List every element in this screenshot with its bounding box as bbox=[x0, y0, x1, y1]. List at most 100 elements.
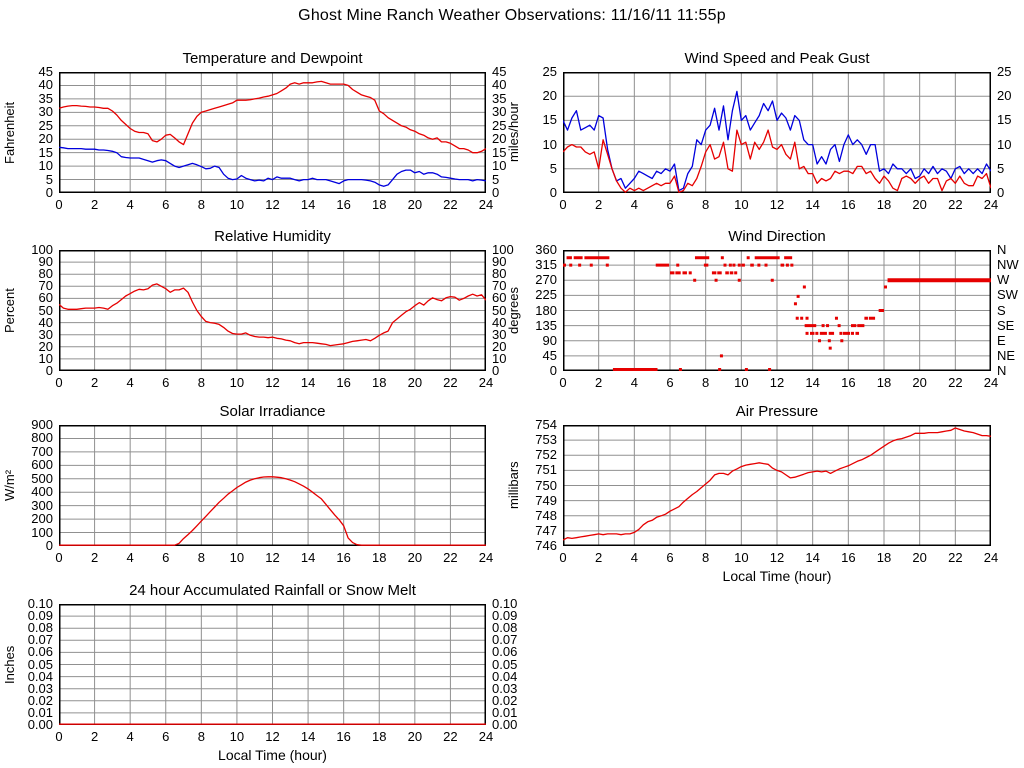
chart-title-temperature: Temperature and Dewpoint bbox=[182, 50, 363, 67]
x-tick-label-temperature: 2 bbox=[90, 197, 99, 212]
compass-label-nw: NW bbox=[997, 257, 1019, 273]
x-tick-label-wind-speed: 12 bbox=[769, 197, 785, 212]
y-tick-label-right-wind-speed: 25 bbox=[997, 64, 1012, 79]
x-tick-label-wind-direction: 10 bbox=[734, 375, 749, 390]
y-tick-label-solar: 800 bbox=[31, 430, 53, 446]
x-tick-label-rainfall: 4 bbox=[126, 729, 134, 744]
y-tick-label-pressure: 753 bbox=[535, 432, 557, 448]
y-tick-label-solar: 200 bbox=[31, 511, 53, 527]
x-tick-label-pressure: 18 bbox=[876, 550, 892, 565]
x-tick-label-pressure: 6 bbox=[666, 550, 674, 565]
y-tick-label-solar: 400 bbox=[31, 484, 53, 500]
plot-area-pressure bbox=[563, 425, 991, 546]
x-tick-label-rainfall: 10 bbox=[229, 729, 245, 744]
y-tick-label-solar: 100 bbox=[31, 524, 53, 540]
x-tick-label-pressure: 10 bbox=[734, 550, 749, 565]
y-tick-label-temperature: 20 bbox=[38, 131, 53, 147]
x-tick-label-temperature: 8 bbox=[197, 197, 205, 212]
y-tick-label-wind-speed: 0 bbox=[549, 185, 557, 200]
x-tick-label-wind-direction: 8 bbox=[702, 375, 710, 390]
y-tick-label-right-wind-speed: 15 bbox=[997, 112, 1012, 128]
y-tick-label-wind-direction: 225 bbox=[535, 287, 557, 303]
x-tick-label-humidity: 10 bbox=[229, 375, 245, 390]
y-tick-label-wind-direction: 180 bbox=[535, 302, 557, 318]
y-tick-label-pressure: 751 bbox=[535, 462, 557, 478]
x-tick-label-pressure: 14 bbox=[805, 550, 820, 565]
x-tick-label-wind-direction: 2 bbox=[595, 375, 603, 390]
y-tick-label-solar: 300 bbox=[31, 497, 53, 513]
x-tick-label-wind-speed: 18 bbox=[876, 197, 892, 212]
y-tick-label-rainfall: 0.03 bbox=[27, 680, 53, 696]
y-tick-label-humidity: 30 bbox=[38, 326, 53, 342]
y-tick-label-humidity: 50 bbox=[38, 302, 53, 318]
y-tick-label-solar: 500 bbox=[31, 470, 53, 486]
y-tick-label-right-rainfall: 0.00 bbox=[492, 717, 518, 732]
y-tick-label-right-humidity: 30 bbox=[492, 326, 507, 342]
y-tick-label-right-rainfall: 0.01 bbox=[492, 704, 518, 720]
y-tick-label-wind-direction: 90 bbox=[542, 332, 557, 348]
x-tick-label-pressure: 12 bbox=[769, 550, 785, 565]
x-tick-label-temperature: 16 bbox=[336, 197, 351, 212]
y-tick-label-humidity: 100 bbox=[31, 242, 53, 257]
y-tick-label-rainfall: 0.02 bbox=[27, 692, 53, 708]
y-tick-label-rainfall: 0.08 bbox=[27, 620, 53, 636]
y-tick-label-pressure: 750 bbox=[535, 477, 557, 493]
x-tick-label-pressure: 0 bbox=[559, 550, 567, 565]
y-tick-label-rainfall: 0.09 bbox=[27, 608, 53, 624]
x-tick-label-humidity: 0 bbox=[55, 375, 63, 390]
x-tick-label-wind-direction: 22 bbox=[948, 375, 963, 390]
y-tick-label-right-rainfall: 0.08 bbox=[492, 620, 518, 636]
chart-title-pressure: Air Pressure bbox=[735, 403, 819, 420]
x-tick-label-wind-speed: 24 bbox=[983, 197, 999, 212]
y-tick-label-rainfall: 0.05 bbox=[27, 656, 53, 672]
x-tick-label-temperature: 22 bbox=[443, 197, 458, 212]
x-tick-label-wind-speed: 14 bbox=[805, 197, 820, 212]
y-tick-label-right-humidity: 10 bbox=[492, 350, 507, 366]
x-tick-label-wind-speed: 22 bbox=[948, 197, 963, 212]
y-tick-label-right-rainfall: 0.07 bbox=[492, 632, 518, 648]
y-tick-label-right-rainfall: 0.03 bbox=[492, 680, 518, 696]
x-tick-label-wind-speed: 16 bbox=[841, 197, 856, 212]
y-tick-label-wind-speed: 5 bbox=[549, 160, 557, 176]
y-tick-label-humidity: 60 bbox=[38, 290, 53, 306]
y-tick-label-right-wind-speed: 5 bbox=[997, 160, 1005, 176]
x-tick-label-humidity: 22 bbox=[443, 375, 458, 390]
compass-label-w: W bbox=[997, 272, 1010, 288]
x-tick-label-solar: 22 bbox=[443, 550, 458, 565]
x-tick-label-wind-speed: 6 bbox=[666, 197, 674, 212]
y-tick-label-right-humidity: 20 bbox=[492, 338, 507, 354]
plot-area-wind-speed bbox=[563, 72, 991, 193]
y-tick-label-humidity: 20 bbox=[38, 338, 53, 354]
x-axis-label-pressure: Local Time (hour) bbox=[722, 568, 832, 584]
x-tick-label-temperature: 10 bbox=[229, 197, 245, 212]
y-tick-label-rainfall: 0.10 bbox=[27, 596, 53, 611]
x-tick-label-solar: 24 bbox=[478, 550, 494, 565]
y-tick-label-rainfall: 0.06 bbox=[27, 644, 53, 660]
x-tick-label-pressure: 4 bbox=[630, 550, 638, 565]
y-tick-label-temperature: 5 bbox=[45, 171, 53, 187]
y-tick-label-temperature: 25 bbox=[38, 117, 53, 133]
x-tick-label-wind-speed: 10 bbox=[734, 197, 749, 212]
chart-title-wind-speed: Wind Speed and Peak Gust bbox=[684, 50, 870, 67]
y-tick-label-wind-speed: 10 bbox=[542, 136, 557, 152]
x-tick-label-solar: 12 bbox=[265, 550, 280, 565]
x-tick-label-humidity: 14 bbox=[300, 375, 316, 390]
plot-area-solar bbox=[59, 425, 486, 546]
y-tick-label-right-temperature: 45 bbox=[492, 64, 507, 79]
y-tick-label-right-rainfall: 0.05 bbox=[492, 656, 518, 672]
y-tick-label-solar: 600 bbox=[31, 457, 53, 473]
x-axis-label-rainfall: Local Time (hour) bbox=[218, 747, 327, 763]
y-tick-label-right-rainfall: 0.04 bbox=[492, 668, 518, 684]
x-tick-label-rainfall: 20 bbox=[407, 729, 423, 744]
compass-label-ne: NE bbox=[997, 347, 1016, 363]
x-tick-label-wind-speed: 0 bbox=[559, 197, 567, 212]
y-tick-label-temperature: 35 bbox=[38, 90, 53, 106]
y-tick-label-solar: 700 bbox=[31, 443, 53, 459]
x-tick-label-temperature: 4 bbox=[126, 197, 134, 212]
y-tick-label-temperature: 45 bbox=[38, 64, 53, 79]
x-tick-label-humidity: 4 bbox=[126, 375, 134, 390]
chart-title-wind-direction: Wind Direction bbox=[728, 228, 826, 245]
x-tick-label-solar: 14 bbox=[300, 550, 316, 565]
y-tick-label-pressure: 754 bbox=[535, 417, 557, 432]
y-tick-label-rainfall: 0.04 bbox=[27, 668, 53, 684]
